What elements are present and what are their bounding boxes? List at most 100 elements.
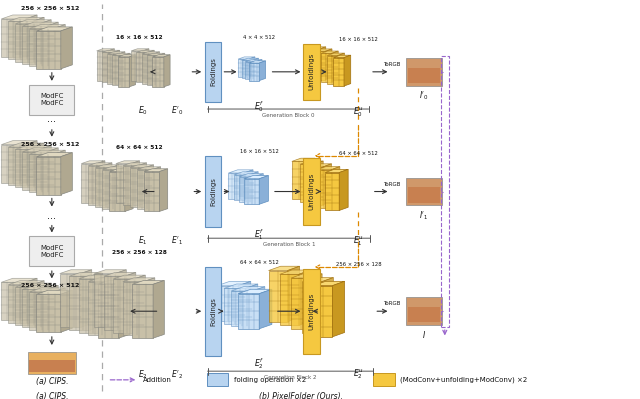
Polygon shape [244, 170, 253, 199]
Polygon shape [137, 167, 161, 170]
Polygon shape [60, 270, 92, 274]
Text: 64 × 64 × 512: 64 × 64 × 512 [240, 260, 278, 265]
Text: $E^u_2$: $E^u_2$ [353, 367, 364, 381]
Polygon shape [238, 59, 249, 77]
Polygon shape [33, 281, 44, 322]
Polygon shape [1, 19, 26, 57]
Polygon shape [94, 274, 115, 327]
Polygon shape [238, 294, 259, 329]
FancyBboxPatch shape [29, 360, 74, 372]
Polygon shape [131, 161, 140, 203]
Polygon shape [15, 20, 51, 24]
Text: 256 × 256 × 512: 256 × 256 × 512 [20, 6, 79, 11]
Polygon shape [26, 279, 37, 320]
Polygon shape [8, 285, 33, 322]
Polygon shape [142, 54, 154, 84]
Polygon shape [26, 141, 37, 182]
Text: ToRGB: ToRGB [383, 301, 401, 306]
Polygon shape [239, 177, 254, 202]
Polygon shape [310, 274, 322, 329]
Polygon shape [79, 275, 111, 279]
Polygon shape [119, 52, 125, 84]
Polygon shape [36, 156, 61, 194]
Text: Foldings: Foldings [210, 57, 216, 86]
Polygon shape [79, 279, 99, 333]
Text: folding operation ×2: folding operation ×2 [234, 377, 306, 383]
Text: 64 × 64 × 512: 64 × 64 × 512 [339, 150, 378, 156]
Polygon shape [314, 286, 333, 337]
Text: (ModConv+unfolding+ModConv) ×2: (ModConv+unfolding+ModConv) ×2 [400, 377, 527, 383]
Polygon shape [292, 162, 306, 199]
Polygon shape [325, 172, 339, 211]
Polygon shape [287, 266, 300, 322]
Polygon shape [107, 52, 125, 54]
Polygon shape [118, 55, 136, 57]
Polygon shape [22, 152, 47, 190]
Polygon shape [145, 165, 154, 207]
Text: ModFC
ModFC: ModFC ModFC [40, 245, 63, 258]
Polygon shape [308, 164, 332, 167]
Polygon shape [338, 53, 344, 84]
Polygon shape [60, 274, 81, 327]
FancyBboxPatch shape [207, 373, 228, 386]
Polygon shape [137, 170, 152, 209]
Polygon shape [217, 281, 251, 286]
Polygon shape [36, 152, 72, 156]
Text: $E_1$: $E_1$ [138, 235, 148, 247]
Polygon shape [109, 172, 125, 211]
Text: 256 × 256 × 512: 256 × 256 × 512 [20, 142, 79, 147]
Polygon shape [323, 164, 332, 205]
Text: Generation Block 0: Generation Block 0 [262, 113, 314, 118]
FancyBboxPatch shape [205, 267, 221, 356]
Polygon shape [315, 51, 325, 80]
Text: (a) CIPS.: (a) CIPS. [36, 392, 68, 399]
Text: (b) PixelFolder (Ours).: (b) PixelFolder (Ours). [259, 392, 343, 399]
Polygon shape [54, 25, 65, 66]
Polygon shape [306, 158, 315, 199]
Polygon shape [308, 47, 326, 49]
Polygon shape [249, 172, 258, 200]
Polygon shape [131, 51, 143, 81]
FancyBboxPatch shape [28, 352, 76, 374]
Polygon shape [1, 15, 37, 19]
Polygon shape [104, 273, 136, 276]
Polygon shape [159, 169, 168, 211]
Polygon shape [153, 280, 164, 338]
Polygon shape [15, 149, 40, 187]
Polygon shape [40, 283, 51, 325]
Polygon shape [61, 152, 72, 194]
Polygon shape [143, 49, 149, 81]
Polygon shape [29, 292, 54, 330]
Polygon shape [234, 172, 258, 175]
Polygon shape [123, 282, 143, 336]
Polygon shape [54, 288, 65, 330]
Polygon shape [217, 286, 238, 321]
Polygon shape [113, 279, 134, 333]
Text: $E^u_1$: $E^u_1$ [353, 234, 364, 248]
FancyBboxPatch shape [406, 58, 442, 86]
Polygon shape [29, 288, 65, 292]
Polygon shape [118, 57, 129, 87]
Polygon shape [292, 158, 315, 162]
Polygon shape [291, 278, 310, 329]
Polygon shape [314, 161, 323, 202]
Polygon shape [107, 54, 119, 84]
Polygon shape [238, 289, 272, 294]
Text: 16 × 16 × 512: 16 × 16 × 512 [339, 37, 378, 42]
Polygon shape [321, 278, 333, 333]
Text: 64 × 64 × 512: 64 × 64 × 512 [116, 144, 163, 150]
Polygon shape [321, 53, 332, 82]
Text: Addition: Addition [143, 377, 172, 383]
FancyBboxPatch shape [303, 44, 320, 100]
Text: $E^f_0$: $E^f_0$ [254, 99, 264, 114]
Polygon shape [125, 169, 133, 211]
Text: $E_2$: $E_2$ [138, 368, 148, 381]
Text: (a) CIPS.: (a) CIPS. [36, 377, 68, 386]
Polygon shape [130, 168, 145, 207]
Polygon shape [238, 281, 251, 321]
Polygon shape [36, 294, 61, 332]
Polygon shape [331, 167, 340, 207]
Polygon shape [22, 26, 47, 64]
Polygon shape [269, 271, 287, 322]
Polygon shape [102, 50, 120, 52]
